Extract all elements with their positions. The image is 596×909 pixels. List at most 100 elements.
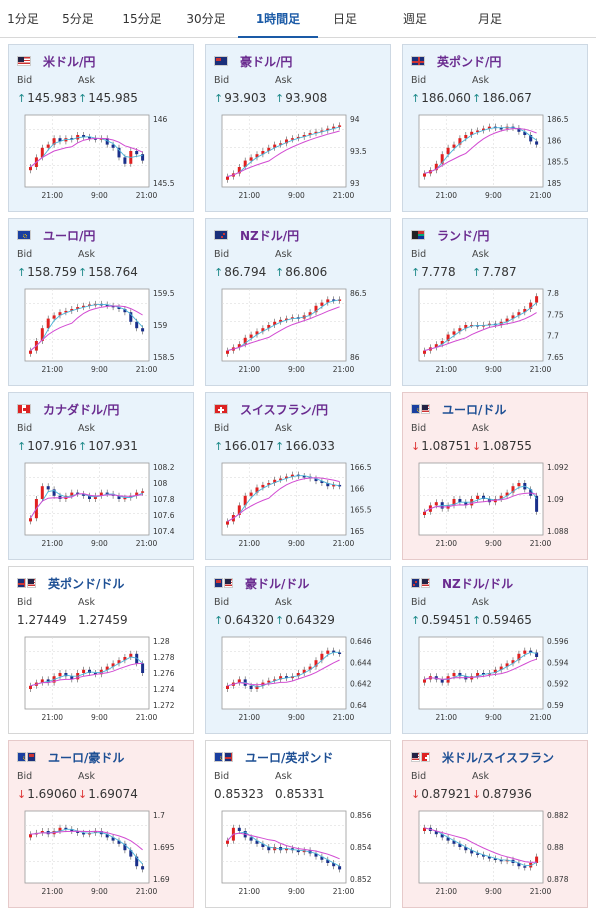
- candle: [296, 136, 300, 139]
- y-tick-label: 0.878: [547, 875, 569, 884]
- bid-price: 0.85323: [214, 787, 264, 801]
- pair-link[interactable]: NZドル/ドル: [442, 576, 514, 591]
- tab-1[interactable]: 5分足: [62, 12, 94, 26]
- candle: [314, 131, 318, 134]
- candle: [64, 827, 68, 830]
- candle: [76, 831, 80, 833]
- ma-long-line: [227, 306, 340, 352]
- ma-long-line: [30, 137, 143, 168]
- pair-link[interactable]: スイスフラン/円: [240, 402, 329, 417]
- flag-icon: [411, 752, 436, 762]
- y-tick-label: 0.882: [547, 811, 569, 820]
- y-tick-label: 7.65: [547, 353, 564, 362]
- arrow-up-icon: ↑: [411, 92, 421, 105]
- plot-area: [221, 462, 347, 536]
- candle: [129, 495, 133, 498]
- ask-value: 145.985: [88, 91, 138, 105]
- x-tick-label: 21:00: [435, 539, 457, 548]
- currency-card[interactable]: ユーロ/豪ドル Bid Ask ↓1.69060 ↓1.69074 1.7 1.695 1.6…: [8, 740, 194, 908]
- currency-card[interactable]: 米ドル/円 Bid Ask ↑145.983 ↑145.985 146 145.5 21:00…: [8, 44, 194, 212]
- pair-link[interactable]: 米ドル/円: [43, 54, 96, 69]
- ma-long-line: [30, 662, 143, 687]
- mini-chart[interactable]: 0.856 0.854 0.852 21:00 9:00 21:00: [218, 807, 386, 901]
- currency-card[interactable]: NZドル/ドル Bid Ask ↑0.59451 ↑0.59465 0.596 0.594 0…: [402, 566, 588, 734]
- candle: [249, 685, 253, 689]
- mini-chart[interactable]: 108.2 108 107.8 107.6 107.4 21:00 9:00 21:00: [21, 459, 189, 553]
- pair-link[interactable]: 豪ドル/円: [240, 54, 293, 69]
- pair-link[interactable]: ユーロ/英ポンド: [245, 750, 334, 765]
- x-tick-label: 21:00: [238, 191, 260, 200]
- pair-link[interactable]: 英ポンド/ドル: [48, 576, 125, 591]
- currency-card[interactable]: ランド/円 Bid Ask ↑7.778 ↑7.787 7.8 7.75 7.7 7.65 21:…: [402, 218, 588, 386]
- pair-link[interactable]: 米ドル/スイスフラン: [442, 750, 555, 765]
- mini-chart[interactable]: 94 93.5 93 21:00 9:00 21:00: [218, 111, 386, 205]
- bid-price: ↑186.060: [411, 91, 471, 105]
- chart-svg: 86.5 86 21:00 9:00 21:00: [221, 288, 367, 374]
- candle: [535, 652, 539, 657]
- y-tick-label: 107.6: [153, 511, 175, 520]
- candle: [423, 827, 426, 831]
- currency-card[interactable]: ユーロ/円 Bid Ask ↑158.759 ↑158.764 159.5 159 158.5…: [8, 218, 194, 386]
- mini-chart[interactable]: 1.092 1.09 1.088 21:00 9:00 21:00: [415, 459, 583, 553]
- chart-svg: 0.856 0.854 0.852 21:00 9:00 21:00: [221, 810, 372, 896]
- candle: [523, 650, 527, 654]
- pair-link[interactable]: ユーロ/ドル: [442, 402, 507, 417]
- y-tick-label: 1.695: [153, 843, 175, 852]
- pair-link[interactable]: カナダドル/円: [43, 402, 120, 417]
- x-tick-label: 9:00: [288, 191, 305, 200]
- mini-chart[interactable]: 146 145.5 21:00 9:00 21:00: [21, 111, 189, 205]
- y-tick-label: 0.852: [350, 875, 372, 884]
- currency-card[interactable]: NZドル/円 Bid Ask ↑86.794 ↑86.806 86.5 86 21:00 9:0…: [205, 218, 391, 386]
- x-tick-label: 9:00: [91, 713, 108, 722]
- currency-card[interactable]: 豪ドル/ドル Bid Ask ↑0.64320 ↑0.64329 0.646 0.644 0.…: [205, 566, 391, 734]
- tab-6[interactable]: 週足: [402, 12, 427, 26]
- mini-chart[interactable]: 159.5 159 158.5 21:00 9:00 21:00: [21, 285, 189, 379]
- currency-card[interactable]: 豪ドル/円 Bid Ask ↑93.903 ↑93.908 94 93.5 93 21:00 9:…: [205, 44, 391, 212]
- pair-link[interactable]: 英ポンド/円: [437, 54, 502, 69]
- pair-link[interactable]: ランド/円: [437, 228, 490, 243]
- pair-link[interactable]: ユーロ/豪ドル: [48, 750, 125, 765]
- pair-link[interactable]: 豪ドル/ドル: [245, 576, 310, 591]
- candle: [64, 673, 68, 677]
- arrow-down-icon: ↓: [411, 788, 421, 801]
- tab-3[interactable]: 30分足: [186, 12, 226, 26]
- tab-0[interactable]: 1分足: [7, 12, 39, 26]
- bid-price: ↑7.778: [411, 265, 456, 279]
- pair-link[interactable]: NZドル/円: [240, 228, 300, 243]
- tab-7[interactable]: 月足: [477, 12, 502, 26]
- mini-chart[interactable]: 1.28 1.278 1.276 1.274 1.272 21:00 9:00 21:00: [21, 633, 189, 727]
- mini-chart[interactable]: 7.8 7.75 7.7 7.65 21:00 9:00 21:00: [415, 285, 583, 379]
- flag-icon: [214, 56, 234, 66]
- currency-card[interactable]: 米ドル/スイスフラン Bid Ask ↓0.87921 ↓0.87936 0.882 0.8…: [402, 740, 588, 908]
- card-header: NZドル/円: [214, 227, 299, 243]
- x-tick-label: 9:00: [288, 539, 305, 548]
- currency-card[interactable]: ユーロ/ドル Bid Ask ↓1.08751 ↓1.08755 1.092 1.09 1.0…: [402, 392, 588, 560]
- currency-card[interactable]: ユーロ/英ポンド Bid Ask 0.85323 0.85331 0.856 0.854 0.…: [205, 740, 391, 908]
- mini-chart[interactable]: 0.882 0.88 0.878 21:00 9:00 21:00: [415, 807, 583, 901]
- pair-link[interactable]: ユーロ/円: [43, 228, 96, 243]
- y-tick-label: 1.28: [153, 637, 170, 646]
- x-tick-label: 9:00: [485, 365, 502, 374]
- candle: [535, 141, 539, 145]
- currency-card[interactable]: カナダドル/円 Bid Ask ↑107.916 ↑107.931 108.2 108 107…: [8, 392, 194, 560]
- tab-2[interactable]: 15分足: [122, 12, 162, 26]
- mini-chart[interactable]: 166.5 166 165.5 165 21:00 9:00 21:00: [218, 459, 386, 553]
- candle: [326, 650, 330, 654]
- x-tick-label: 21:00: [41, 365, 63, 374]
- mini-chart[interactable]: 186.5 186 185.5 185 21:00 9:00 21:00: [415, 111, 583, 205]
- bid-label: Bid: [214, 75, 230, 86]
- mini-chart[interactable]: 1.7 1.695 1.69 21:00 9:00 21:00: [21, 807, 189, 901]
- currency-card[interactable]: 英ポンド/円 Bid Ask ↑186.060 ↑186.067 186.5 186 185.…: [402, 44, 588, 212]
- x-tick-label: 21:00: [333, 539, 355, 548]
- mini-chart[interactable]: 0.596 0.594 0.592 0.59 21:00 9:00 21:00: [415, 633, 583, 727]
- arrow-up-icon: ↑: [275, 266, 285, 279]
- candle: [338, 652, 342, 655]
- mini-chart[interactable]: 0.646 0.644 0.642 0.64 21:00 9:00 21:00: [218, 633, 386, 727]
- currency-card[interactable]: スイスフラン/円 Bid Ask ↑166.017 ↑166.033 166.5 166 16…: [205, 392, 391, 560]
- currency-card[interactable]: 英ポンド/ドル Bid Ask 1.27449 1.27459 1.28 1.278 1.27…: [8, 566, 194, 734]
- tab-5[interactable]: 日足: [332, 12, 357, 26]
- tab-4[interactable]: 1時間足: [238, 0, 318, 38]
- mini-chart[interactable]: 86.5 86 21:00 9:00 21:00: [218, 285, 386, 379]
- candle: [440, 154, 444, 164]
- candle: [446, 837, 450, 841]
